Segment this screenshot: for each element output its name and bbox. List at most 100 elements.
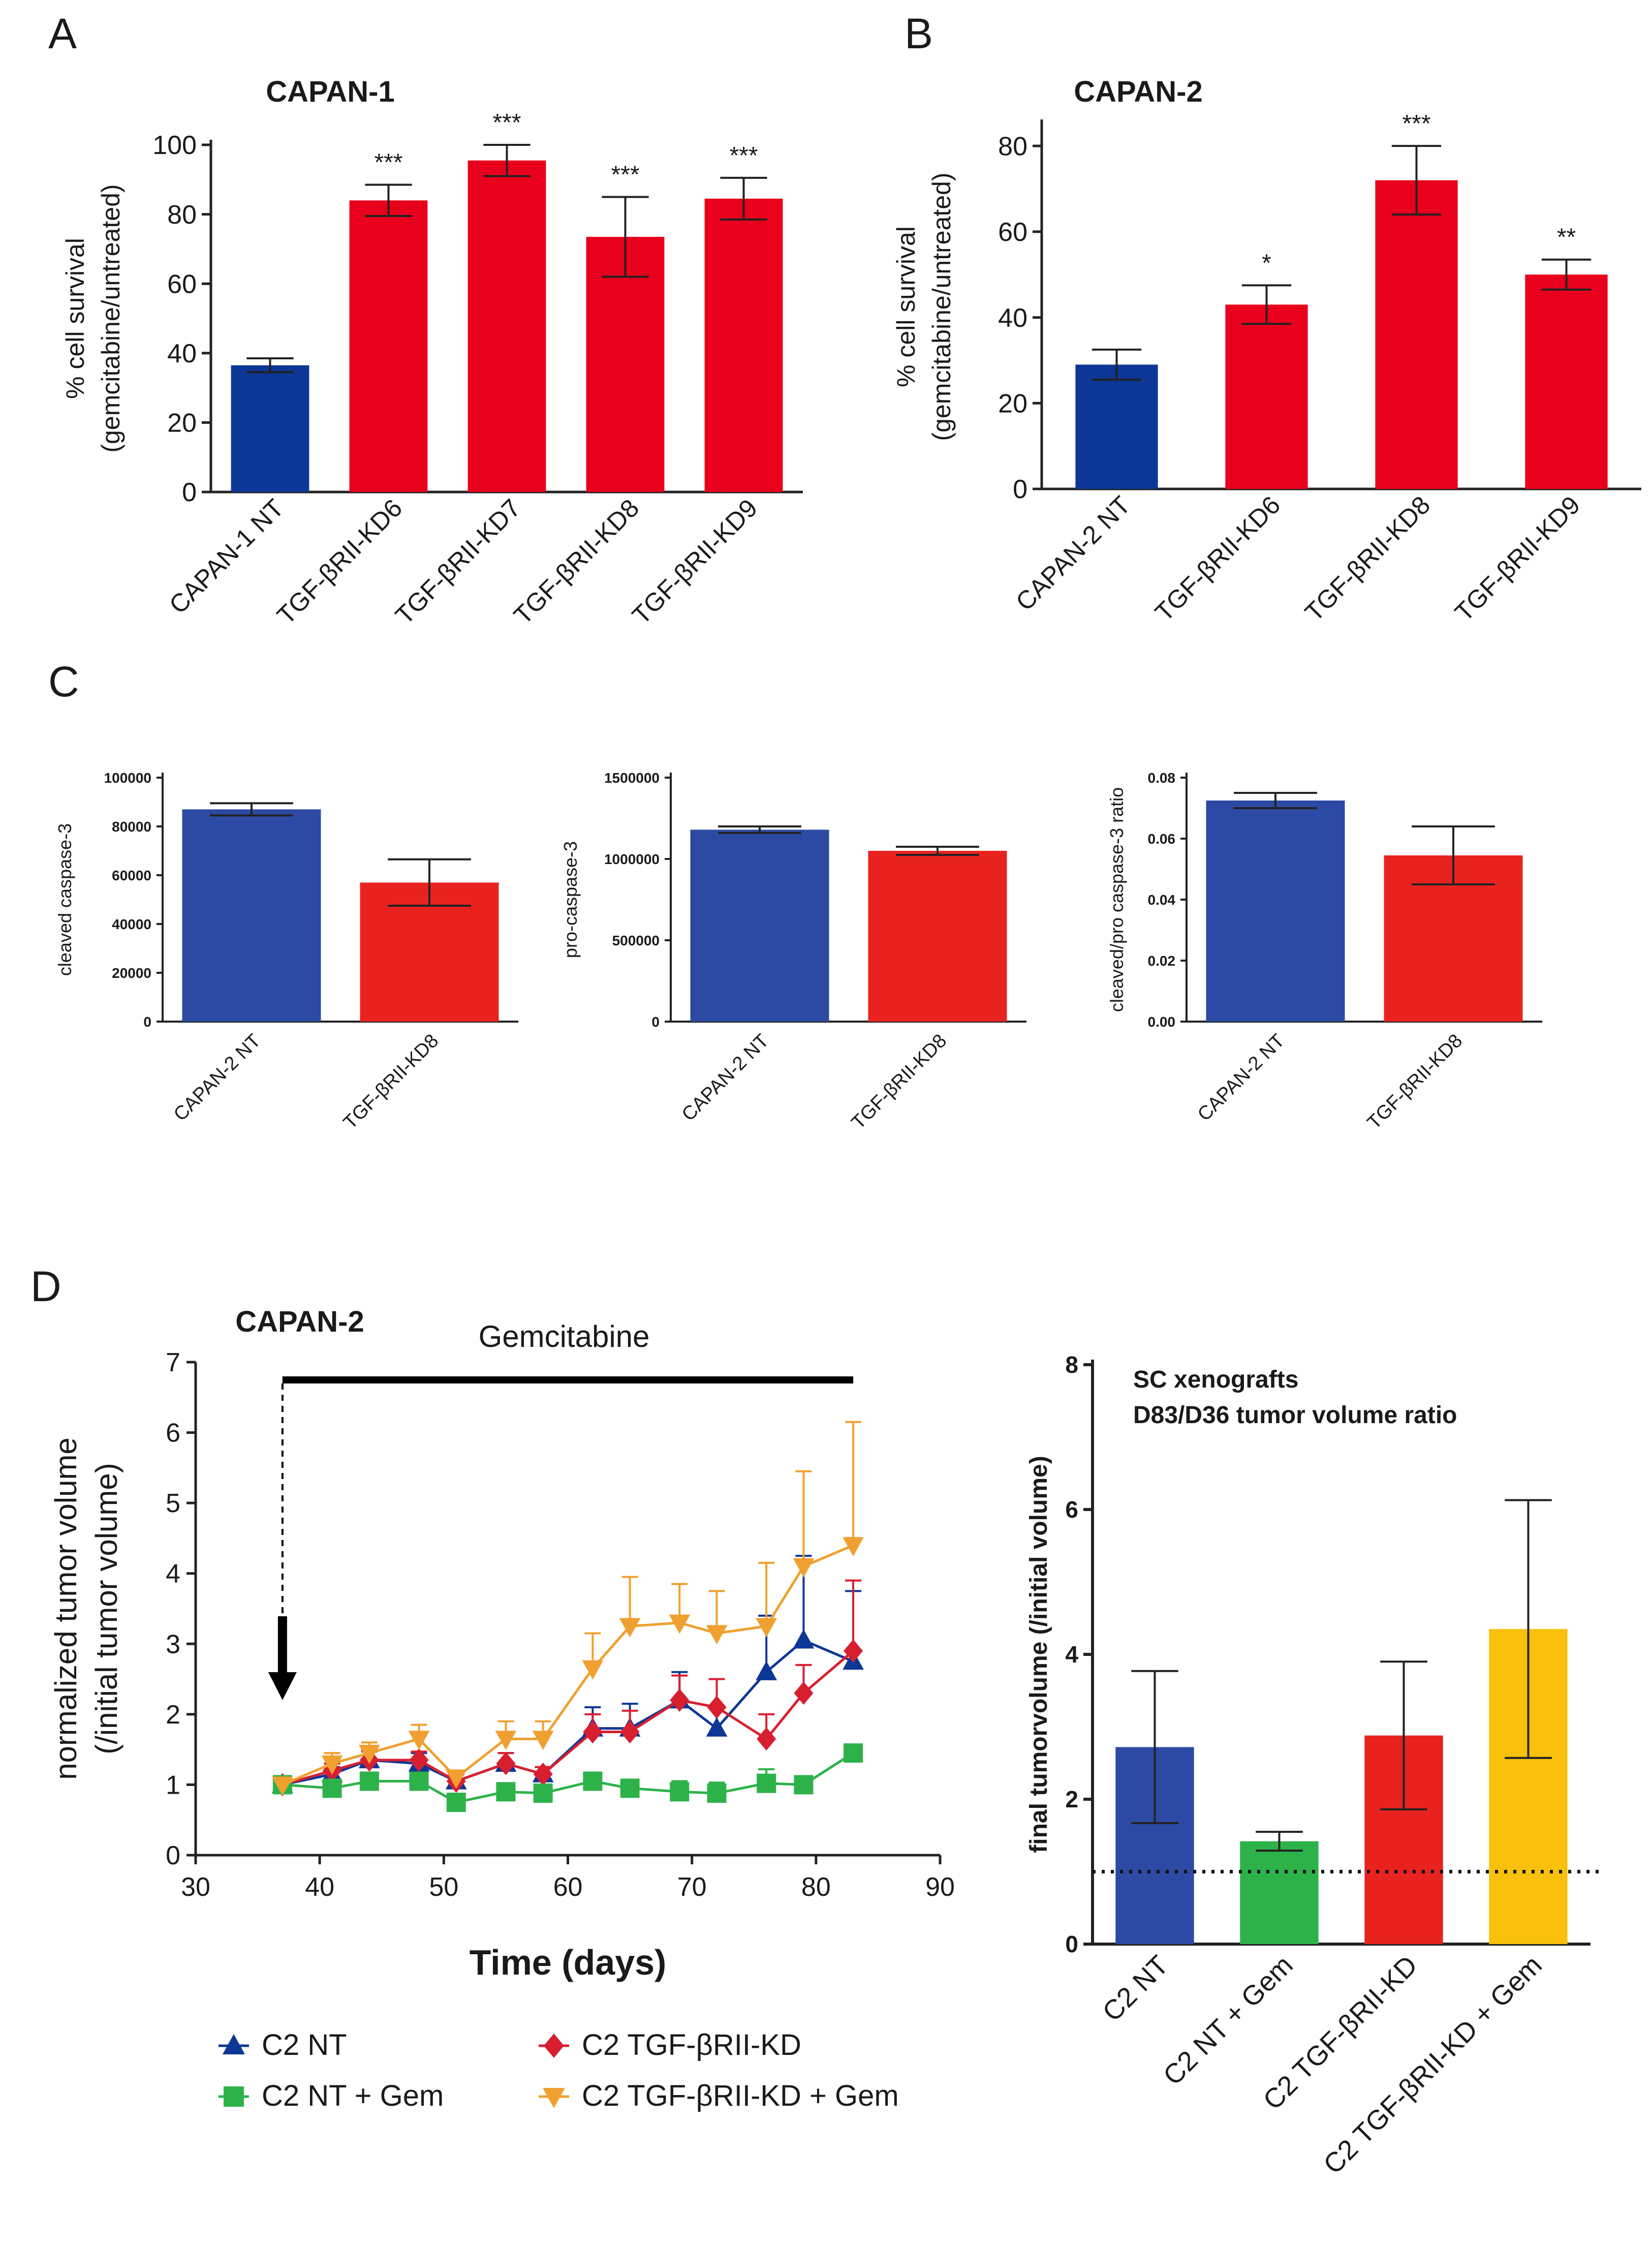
- y-tick-label: 0.00: [1148, 1014, 1176, 1030]
- x-category-label: CAPAN-2 NT: [1194, 1030, 1289, 1125]
- data-point: [533, 1762, 553, 1786]
- y-tick-label: 0.08: [1148, 770, 1176, 786]
- y-tick-label: 0: [1065, 1931, 1078, 1957]
- x-category-label: CAPAN-2 NT: [678, 1030, 773, 1125]
- y-tick-label: 1: [166, 1770, 180, 1800]
- x-category-label: TGF-βRII-KD6: [271, 494, 408, 630]
- panel-label-b: B: [905, 10, 933, 57]
- x-category-label: TGF-βRII-KD8: [848, 1030, 951, 1133]
- y-tick-label: 0: [1013, 475, 1027, 504]
- x-category-label: CAPAN-2 NT: [170, 1030, 265, 1125]
- data-point: [619, 1618, 641, 1638]
- bar: [1375, 180, 1458, 489]
- data-point: [583, 1720, 603, 1744]
- y-tick-label: 0.04: [1148, 892, 1176, 908]
- data-point: [496, 1752, 516, 1775]
- chart-a: 0 20 40 60 80 100 % cell survival (gemcitabine/…: [61, 109, 803, 630]
- x-category-label: CAPAN-2 NT: [1010, 490, 1136, 616]
- bar: [586, 236, 665, 492]
- y-axis-label: % cell survival: [892, 226, 920, 387]
- data-point: [844, 1743, 863, 1763]
- data-point: [532, 1731, 554, 1750]
- chart-d2-title-line2: D83/D36 tumor volume ratio: [1133, 1402, 1457, 1429]
- x-category-label: C2 NT: [1097, 1950, 1174, 2027]
- y-tick-label: 500000: [612, 933, 660, 948]
- legend-marker: [224, 2086, 244, 2107]
- chart-c2: 0 500000 1000000 1500000 pro-caspase-3 CAPAN-…: [560, 770, 1026, 1133]
- x-category-label: C2 TGF-βRII-KD + Gem: [1318, 1950, 1548, 2180]
- data-point: [408, 1731, 430, 1750]
- chart-b: 0 20 40 60 80 % cell survival (gemcitabine/unt…: [892, 110, 1641, 627]
- y-tick-label: 0: [651, 1014, 660, 1030]
- y-tick-label: 60: [167, 269, 197, 299]
- y-tick-label: 0.06: [1148, 831, 1176, 847]
- bar: [1240, 1841, 1319, 1944]
- chart-d1-annotation: Gemcitabine: [479, 1319, 650, 1353]
- y-tick-label: 1500000: [604, 770, 660, 786]
- data-point: [757, 1773, 776, 1793]
- data-point: [409, 1748, 429, 1772]
- data-point: [844, 1639, 863, 1663]
- significance-mark: ***: [611, 161, 639, 188]
- significance-mark: ***: [492, 109, 521, 136]
- y-tick-label: 4: [1065, 1641, 1078, 1668]
- y-tick-label: 20000: [112, 965, 151, 981]
- bar: [704, 198, 783, 492]
- data-point: [707, 1696, 727, 1719]
- significance-mark: *: [1262, 250, 1271, 276]
- chart-d2-title-line1: SC xenografts: [1133, 1366, 1298, 1393]
- y-tick-label: 20: [998, 389, 1027, 418]
- data-point: [583, 1771, 603, 1791]
- series-c2-nt-gem: [272, 1743, 863, 1812]
- y-tick-label: 3: [166, 1629, 180, 1659]
- legend-label: C2 NT: [262, 2028, 347, 2062]
- x-tick-label: 40: [305, 1872, 334, 1902]
- y-tick-label: 40: [167, 339, 197, 368]
- data-point: [756, 1660, 777, 1680]
- data-point: [321, 1755, 343, 1775]
- x-axis-label: Time (days): [470, 1943, 667, 1982]
- legend-marker: [543, 2088, 565, 2108]
- x-category-label: C2 NT + Gem: [1158, 1950, 1299, 2091]
- y-axis-label: pro-caspase-3: [560, 841, 581, 958]
- y-tick-label: 80000: [112, 819, 151, 835]
- legend-label: C2 TGF-βRII-KD: [582, 2028, 801, 2062]
- data-point: [793, 1629, 815, 1649]
- series-line: [282, 1544, 854, 1786]
- y-axis-label: % cell survival: [61, 238, 89, 399]
- y-tick-label: 40: [998, 303, 1027, 333]
- y-tick-label: 2: [166, 1700, 180, 1730]
- data-point: [669, 1614, 691, 1634]
- data-point: [793, 1558, 815, 1578]
- chart-c1: 0 20000 40000 60000 80000 100000 cleaved caspa…: [54, 770, 518, 1133]
- data-point: [620, 1720, 640, 1744]
- panel-label-a: A: [48, 10, 77, 57]
- data-point: [757, 1727, 776, 1751]
- x-tick-label: 30: [181, 1872, 210, 1902]
- data-point: [359, 1771, 379, 1791]
- panel-label-d: D: [30, 1263, 61, 1310]
- y-tick-label: 0.02: [1148, 953, 1176, 969]
- x-tick-label: 60: [553, 1872, 583, 1902]
- x-tick-label: 90: [925, 1872, 955, 1902]
- panel-label-c: C: [48, 658, 79, 705]
- significance-mark: ***: [729, 142, 758, 169]
- data-point: [272, 1776, 293, 1796]
- data-point: [707, 1783, 727, 1803]
- legend-item-c2-kd: C2 TGF-βRII-KD: [539, 2028, 801, 2062]
- data-point: [794, 1681, 814, 1705]
- y-tick-label: 4: [166, 1559, 180, 1589]
- y-tick-label: 100: [152, 131, 197, 160]
- significance-mark: **: [1557, 224, 1576, 251]
- x-category-label: TGF-βRII-KD8: [1299, 490, 1436, 627]
- legend-marker: [223, 2034, 245, 2054]
- x-tick-label: 70: [677, 1872, 707, 1902]
- legend-label: C2 TGF-βRII-KD + Gem: [582, 2079, 899, 2112]
- x-category-label: TGF-βRII-KD9: [1449, 490, 1585, 627]
- y-tick-label: 6: [166, 1419, 180, 1448]
- bar: [868, 851, 1007, 1022]
- y-tick-label: 1000000: [604, 851, 660, 867]
- y-tick-label: 80: [998, 132, 1027, 161]
- x-category-label: TGF-βRII-KD6: [1149, 490, 1286, 627]
